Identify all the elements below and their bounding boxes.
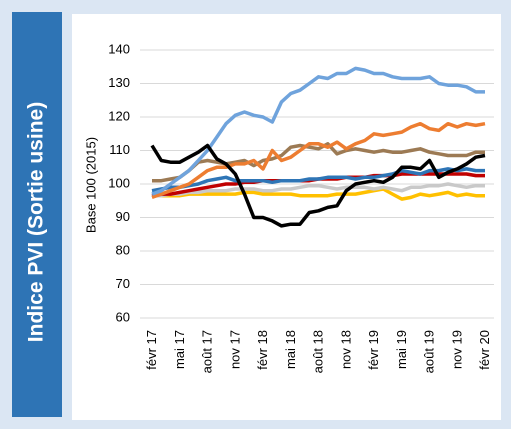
x-tick-label: févr 19 bbox=[366, 330, 381, 370]
x-tick-label: nov 18 bbox=[338, 330, 353, 369]
y-tick-label: 60 bbox=[116, 309, 130, 324]
y-tick-label: 100 bbox=[108, 175, 130, 190]
x-tick-label: août 19 bbox=[422, 330, 437, 373]
y-tick-label: 110 bbox=[109, 142, 130, 157]
series-line bbox=[152, 142, 485, 183]
y-tick-label: 80 bbox=[116, 242, 130, 257]
y-tick-label: 120 bbox=[108, 108, 130, 123]
x-tick-label: août 17 bbox=[200, 330, 215, 373]
x-tick-label: mai 19 bbox=[394, 330, 409, 369]
series-line bbox=[151, 121, 486, 200]
y-tick-label: 90 bbox=[116, 209, 130, 224]
y-tick-label: 70 bbox=[116, 276, 130, 291]
x-tick-label: mai 17 bbox=[172, 330, 187, 369]
chart-title: Indice PVI (Sortie usine) bbox=[25, 102, 48, 342]
series-line bbox=[150, 143, 486, 228]
x-tick-label: févr 20 bbox=[477, 330, 492, 370]
y-tick-label: 130 bbox=[108, 75, 130, 90]
series-line bbox=[151, 66, 485, 196]
series-line bbox=[152, 187, 485, 201]
x-tick-label: févr 18 bbox=[255, 330, 270, 370]
series-line bbox=[152, 182, 485, 198]
x-tick-label: nov 19 bbox=[449, 330, 464, 369]
y-axis-label: Base 100 (2015) bbox=[83, 137, 98, 233]
x-tick-label: févr 17 bbox=[144, 330, 159, 370]
x-tick-label: mai 18 bbox=[283, 330, 298, 369]
title-bar bbox=[12, 12, 62, 417]
x-tick-label: nov 17 bbox=[227, 330, 242, 369]
y-tick-label: 140 bbox=[108, 41, 130, 56]
series-line bbox=[151, 167, 485, 193]
x-tick-label: août 18 bbox=[311, 330, 326, 373]
